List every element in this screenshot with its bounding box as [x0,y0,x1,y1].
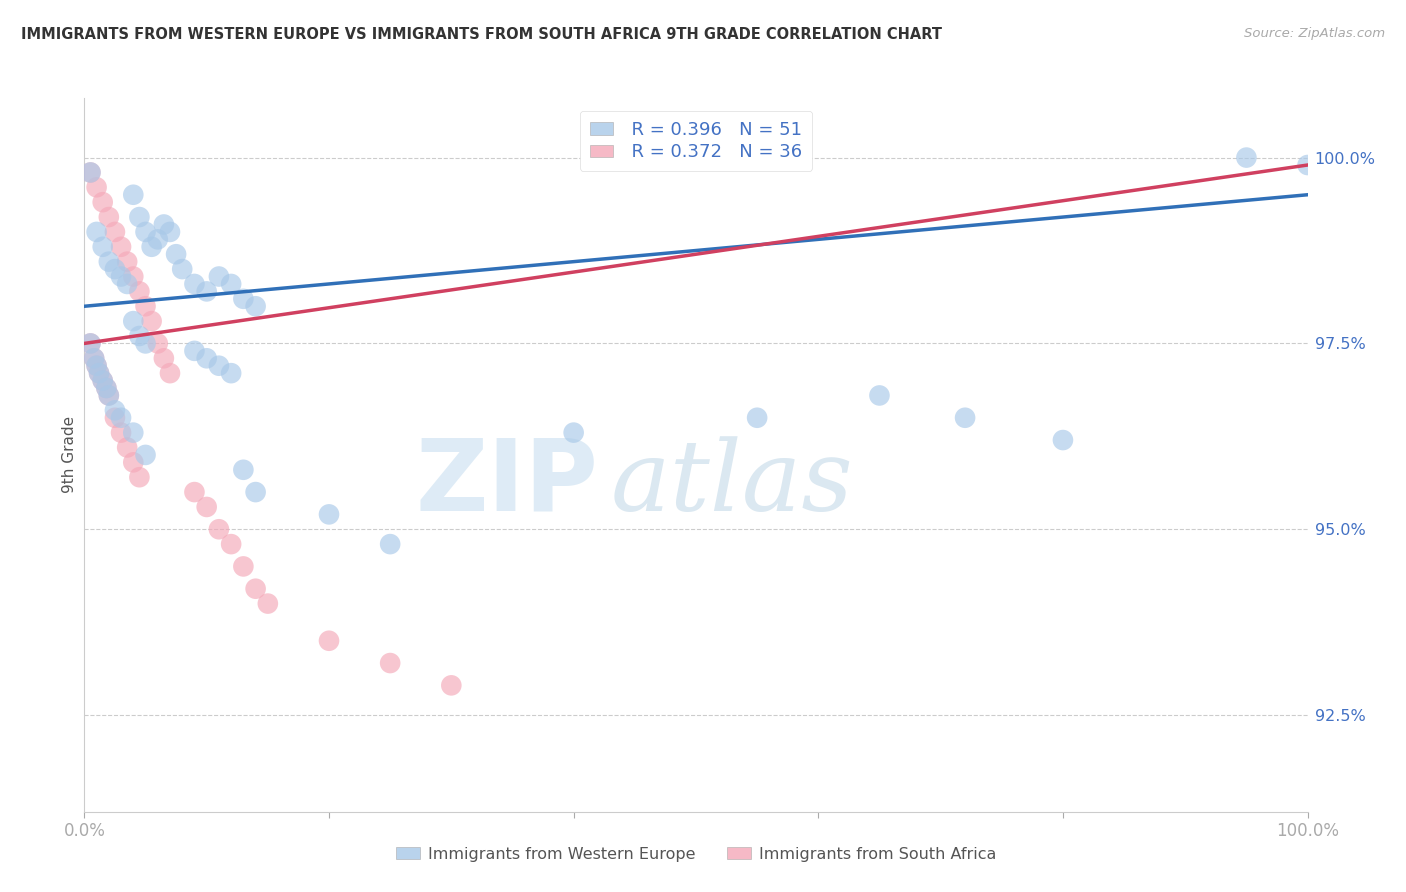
Point [79,165,101,179]
Point [153,351,176,366]
Point [110,410,132,425]
Point [97,210,120,224]
Point [747,410,769,425]
Point [219,537,242,551]
Point [97,254,120,268]
Point [91,374,114,388]
Point [245,485,267,500]
Point [86,359,108,373]
Point [1296,158,1319,172]
Point [135,225,157,239]
Point [135,299,157,313]
Point [122,187,145,202]
Point [122,314,145,328]
Point [159,366,181,380]
Point [141,314,163,328]
Point [135,448,157,462]
Point [104,225,127,239]
Point [219,366,242,380]
Point [440,678,463,692]
Text: Source: ZipAtlas.com: Source: ZipAtlas.com [1244,27,1385,40]
Point [87,366,110,380]
Point [208,269,231,284]
Point [208,359,231,373]
Point [195,500,218,514]
Point [257,597,280,611]
Point [195,285,218,299]
Point [91,240,114,254]
Point [219,277,242,291]
Point [104,403,127,417]
Point [79,336,101,351]
Point [153,218,176,232]
Point [165,247,187,261]
Point [110,269,132,284]
Point [146,336,169,351]
Point [104,410,127,425]
Point [104,262,127,277]
Point [1052,433,1074,447]
Point [135,336,157,351]
Point [380,656,402,670]
Point [110,240,132,254]
Point [91,195,114,210]
Point [141,240,163,254]
Point [159,225,181,239]
Point [79,336,101,351]
Point [86,225,108,239]
Point [86,180,108,194]
Point [83,351,105,366]
Text: IMMIGRANTS FROM WESTERN EUROPE VS IMMIGRANTS FROM SOUTH AFRICA 9TH GRADE CORRELA: IMMIGRANTS FROM WESTERN EUROPE VS IMMIGR… [21,27,942,42]
Point [232,463,254,477]
Point [122,269,145,284]
Point [128,470,150,484]
Point [146,232,169,246]
Point [318,633,340,648]
Point [86,359,108,373]
Point [232,559,254,574]
Point [183,343,205,358]
Text: ZIP: ZIP [415,435,598,532]
Point [128,210,150,224]
Point [91,374,114,388]
Point [172,262,194,277]
Point [953,410,976,425]
Point [122,455,145,469]
Point [245,299,267,313]
Point [562,425,585,440]
Point [115,277,138,291]
Point [122,425,145,440]
Point [128,329,150,343]
Point [97,388,120,402]
Point [869,388,891,402]
Point [1236,151,1258,165]
Point [318,508,340,522]
Point [183,485,205,500]
Point [115,254,138,268]
Point [115,441,138,455]
Point [128,285,150,299]
Point [380,537,402,551]
Legend: Immigrants from Western Europe, Immigrants from South Africa: Immigrants from Western Europe, Immigran… [389,840,1002,868]
Y-axis label: 9th Grade: 9th Grade [62,417,77,493]
Point [195,351,218,366]
Point [232,292,254,306]
Point [96,381,118,395]
Point [245,582,267,596]
Point [110,425,132,440]
Point [183,277,205,291]
Point [97,388,120,402]
Point [208,522,231,536]
Point [79,165,101,179]
Point [83,351,105,366]
Text: atlas: atlas [610,436,853,531]
Point [96,381,118,395]
Point [87,366,110,380]
